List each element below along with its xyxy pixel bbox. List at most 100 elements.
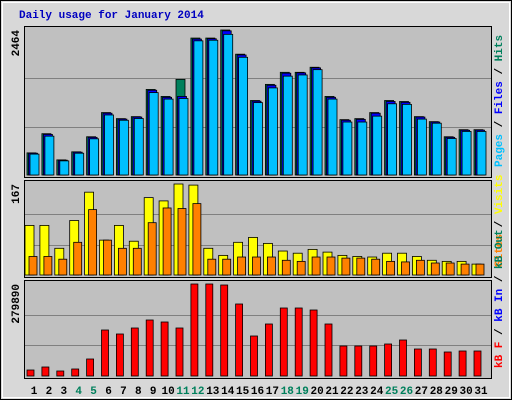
y-tick-label: 167 [11, 184, 23, 204]
bar [309, 309, 318, 377]
bar [253, 102, 263, 176]
bar [326, 256, 336, 276]
bar [311, 256, 321, 276]
y-tick-label: 279890 [11, 284, 23, 324]
legend-entry: Sites [494, 234, 506, 267]
bar [163, 98, 174, 176]
bar [281, 259, 291, 276]
bar [89, 138, 99, 176]
bar [207, 258, 217, 276]
bar [279, 307, 288, 377]
bar [148, 92, 159, 176]
bar [56, 370, 65, 377]
bar [222, 258, 232, 276]
bar [384, 343, 393, 377]
x-tick-label: 24 [370, 386, 384, 398]
bar [461, 131, 472, 176]
x-tick-label: 13 [206, 386, 220, 398]
x-tick-label: 29 [445, 386, 458, 398]
bar [264, 323, 273, 377]
x-tick-label: 2 [46, 386, 53, 398]
bar [356, 257, 366, 276]
bar [147, 222, 157, 276]
x-tick-label: 28 [430, 386, 444, 398]
bar [175, 327, 184, 377]
bar [29, 153, 40, 176]
x-tick-label: 1 [31, 386, 38, 398]
x-tick-label: 9 [150, 386, 157, 398]
x-tick-label: 18 [281, 386, 295, 398]
bar [160, 321, 169, 377]
x-tick-label: 3 [60, 386, 67, 398]
bar [416, 118, 427, 176]
x-tick-label: 5 [90, 386, 97, 398]
x-tick-label: 11 [176, 386, 190, 398]
x-tick-label: 30 [459, 386, 472, 398]
x-tick-label: 8 [135, 386, 142, 398]
bar [458, 350, 467, 377]
bar [162, 207, 172, 276]
bar [104, 114, 114, 176]
bar [372, 115, 383, 176]
bar [371, 258, 381, 276]
bar [297, 74, 308, 176]
bar [339, 345, 348, 377]
chart-title: Daily usage for January 2014 [19, 10, 204, 22]
bar [473, 350, 482, 377]
bar [476, 131, 487, 176]
bar [428, 348, 437, 377]
bar [119, 119, 129, 176]
bar [357, 121, 368, 176]
x-tick-label: 14 [221, 386, 235, 398]
bar [190, 283, 199, 377]
bar [250, 335, 258, 377]
bar [133, 118, 144, 176]
legend-separator: / [494, 322, 506, 342]
bar [267, 87, 278, 176]
legend-entry: Hits [494, 35, 506, 61]
bar [28, 256, 38, 276]
legend-entry: kB Out [494, 229, 506, 269]
legend-separator: / [494, 61, 506, 81]
x-tick-label: 17 [266, 386, 279, 398]
bar [446, 138, 457, 176]
bar [118, 247, 127, 276]
x-tick-label: 4 [75, 386, 82, 398]
bar [413, 348, 422, 377]
bar [294, 307, 303, 377]
bar [342, 121, 353, 176]
bar [132, 247, 142, 276]
legend-separator: / [494, 269, 506, 289]
legend-entry: Pages [494, 134, 506, 167]
x-tick-label: 31 [474, 386, 488, 398]
bar [208, 39, 219, 176]
x-tick-label: 22 [340, 386, 353, 398]
bar [266, 256, 276, 276]
x-tick-label: 21 [325, 386, 339, 398]
bar [41, 366, 50, 377]
bar [237, 256, 247, 276]
x-tick-label: 6 [105, 386, 112, 398]
x-tick-label: 10 [161, 386, 174, 398]
bar [116, 333, 124, 377]
legend: Sites / Visits [494, 175, 506, 267]
bar [130, 327, 139, 377]
bar [369, 345, 378, 377]
bar [205, 283, 214, 377]
legend-entry: kB F [494, 342, 506, 368]
bar [177, 208, 187, 276]
bar [88, 209, 97, 276]
bar [252, 256, 261, 276]
bar [193, 40, 204, 176]
bar [431, 122, 442, 176]
bar [386, 260, 396, 276]
x-tick-label: 25 [385, 386, 399, 398]
bar [101, 329, 109, 377]
x-tick-label: 16 [251, 386, 264, 398]
bar [341, 257, 351, 276]
x-tick-label: 19 [296, 386, 309, 398]
bar [43, 256, 53, 276]
bar [475, 263, 485, 276]
